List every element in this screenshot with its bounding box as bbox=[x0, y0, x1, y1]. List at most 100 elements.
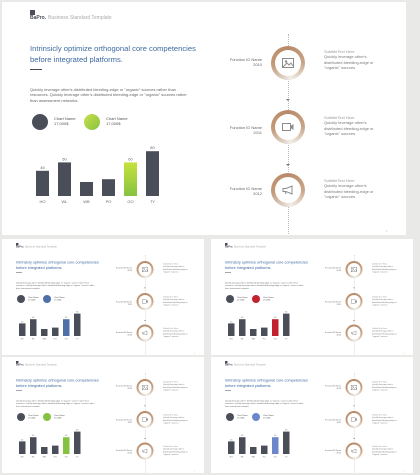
function-year: 2011 bbox=[253, 130, 262, 135]
function-ring-1 bbox=[271, 46, 305, 80]
function-label-3: Function ID Name 2012 bbox=[109, 449, 132, 454]
function-subtitle-3: SubtitleText Here Quickly leverage other'… bbox=[163, 327, 191, 338]
legend-label-1: Chart Name 17,000$ bbox=[54, 116, 76, 127]
heading-underline bbox=[16, 272, 22, 273]
function-label-2: Function ID Name 2011 bbox=[318, 419, 341, 424]
video-camera-icon bbox=[350, 416, 358, 423]
chevron-down-icon bbox=[144, 405, 146, 407]
function-name: Function ID Name bbox=[115, 266, 132, 270]
function-text: Quickly leverage other's distributed ble… bbox=[372, 447, 397, 456]
legend-name: Chart Name bbox=[54, 296, 65, 299]
bar-po bbox=[102, 179, 115, 196]
slide-thumbnail-2[interactable]: BaPro.Business Standard Template Intrins… bbox=[211, 239, 413, 355]
x-tick-label: PO bbox=[54, 457, 57, 459]
function-subtitle-2: SubtitleText Here Quickly leverage other'… bbox=[372, 414, 400, 425]
function-text: Quickly leverage other's distributed ble… bbox=[324, 54, 374, 70]
chevron-down-icon bbox=[353, 438, 355, 439]
legend-label-1: Chart Name 17,000$ bbox=[28, 296, 39, 301]
bar-chart: 45 HO 60 WL WB PO 60 GO 80 TY bbox=[19, 312, 81, 341]
subtitle-text: SubtitleText Here bbox=[163, 262, 179, 266]
legend-name: Chart Name bbox=[54, 414, 65, 417]
video-camera-icon bbox=[280, 120, 296, 134]
chevron-down-icon bbox=[353, 320, 355, 321]
x-tick-label: GO bbox=[65, 339, 69, 341]
function-label-3: Function ID Name 2012 bbox=[318, 449, 341, 454]
bar-data-label: 60 bbox=[65, 435, 68, 437]
legend-label-2: Chart Name 17,000$ bbox=[106, 116, 128, 127]
x-tick-label: WB bbox=[43, 339, 47, 341]
function-year: 2010 bbox=[253, 62, 262, 67]
description-text: Quickly leverage other's distributed ble… bbox=[225, 399, 304, 408]
function-year: 2012 bbox=[336, 333, 341, 337]
bar-data-label: 60 bbox=[32, 317, 35, 319]
function-text: Quickly leverage other's distributed ble… bbox=[163, 265, 188, 273]
legend-value: 17,000$ bbox=[237, 298, 245, 302]
function-ring-3 bbox=[136, 442, 154, 460]
legend-dot-2 bbox=[43, 413, 51, 421]
x-tick-label: WL bbox=[241, 339, 245, 341]
subtitle-text: SubtitleText Here bbox=[163, 413, 179, 417]
legend-value: 17,000$ bbox=[28, 416, 36, 420]
bar-data-label: 60 bbox=[62, 156, 67, 161]
image-icon bbox=[350, 384, 358, 391]
legend-name: Chart Name bbox=[237, 296, 248, 299]
function-ring-1 bbox=[136, 261, 154, 278]
bar-data-label: 45 bbox=[230, 439, 233, 441]
heading-underline bbox=[30, 69, 42, 70]
brand-tagline: Business Standard Template bbox=[25, 245, 57, 249]
bar-data-label: 45 bbox=[40, 165, 45, 170]
function-ring-1 bbox=[345, 261, 363, 278]
legend-value: 17,000$ bbox=[263, 416, 271, 420]
chevron-down-icon bbox=[353, 287, 355, 289]
function-year: 2010 bbox=[127, 387, 132, 390]
bar-ho bbox=[19, 441, 26, 454]
chevron-down-icon bbox=[353, 405, 355, 407]
function-name: Function ID Name bbox=[324, 331, 341, 334]
function-subtitle-3: SubtitleText Here Quickly leverage other'… bbox=[372, 445, 400, 456]
bar-chart: 45 HO 60 WL WB PO 60 GO 80 TY bbox=[36, 145, 159, 204]
function-ring-2 bbox=[345, 411, 363, 428]
megaphone-icon bbox=[141, 448, 149, 455]
subtitle-text: SubtitleText Here bbox=[372, 262, 388, 266]
brand-line: BaPro.Business Standard Template bbox=[225, 246, 266, 249]
function-label-1: Function ID Name 2010 bbox=[109, 267, 132, 272]
function-text: Quickly leverage other's distributed ble… bbox=[372, 265, 397, 273]
x-tick-label: TY bbox=[285, 457, 288, 459]
function-label-2: Function ID Name 2011 bbox=[109, 419, 132, 424]
bar-wl bbox=[239, 437, 246, 454]
function-ring-3 bbox=[271, 173, 305, 207]
legend-value: 17,000$ bbox=[106, 121, 121, 127]
legend-label-1: Chart Name 17,000$ bbox=[237, 414, 248, 419]
legend-name: Chart Name bbox=[106, 116, 128, 121]
function-text: Quickly leverage other's distributed ble… bbox=[163, 329, 188, 338]
function-subtitle-2: SubtitleText Here Quickly leverage other'… bbox=[324, 115, 380, 136]
function-year: 2012 bbox=[127, 333, 132, 337]
slide-thumbnail-3[interactable]: BaPro.Business Standard Template Intrins… bbox=[2, 357, 204, 473]
function-text: Quickly leverage other's distributed ble… bbox=[163, 416, 188, 424]
legend-dot-1 bbox=[226, 295, 234, 303]
image-icon bbox=[280, 56, 296, 70]
legend-label-1: Chart Name 17,000$ bbox=[237, 296, 248, 301]
brand-line: BaPro.Business Standard Template bbox=[16, 246, 57, 249]
slide-content: BaPro.Business Standard Template Intrins… bbox=[211, 357, 413, 473]
bar-po bbox=[261, 445, 268, 454]
slide-thumbnail-4[interactable]: BaPro.Business Standard Template Intrins… bbox=[211, 357, 413, 473]
function-name: Function ID Name bbox=[324, 384, 341, 388]
legend-name: Chart Name bbox=[28, 296, 39, 299]
chevron-down-icon bbox=[144, 287, 146, 289]
function-text: Quickly leverage other's distributed ble… bbox=[163, 298, 188, 306]
x-tick-label: PO bbox=[263, 457, 266, 459]
function-subtitle-1: SubtitleText Here Quickly leverage other'… bbox=[163, 381, 191, 392]
megaphone-icon bbox=[350, 330, 358, 337]
x-tick-label: HO bbox=[40, 199, 46, 204]
function-name: Function ID Name bbox=[324, 266, 341, 270]
legend-name: Chart Name bbox=[263, 414, 274, 417]
bar-ho bbox=[228, 441, 235, 454]
main-slide[interactable]: BaPro. Business Standard Template Intrins… bbox=[2, 2, 406, 235]
bar-data-label: 60 bbox=[128, 156, 133, 161]
subtitle-text: SubtitleText Here bbox=[372, 295, 388, 299]
slide-thumbnail-1[interactable]: BaPro.Business Standard Template Intrins… bbox=[2, 239, 204, 355]
function-ring-3 bbox=[136, 324, 154, 342]
x-tick-label: WL bbox=[241, 457, 245, 459]
legend-dot-1 bbox=[17, 295, 25, 303]
